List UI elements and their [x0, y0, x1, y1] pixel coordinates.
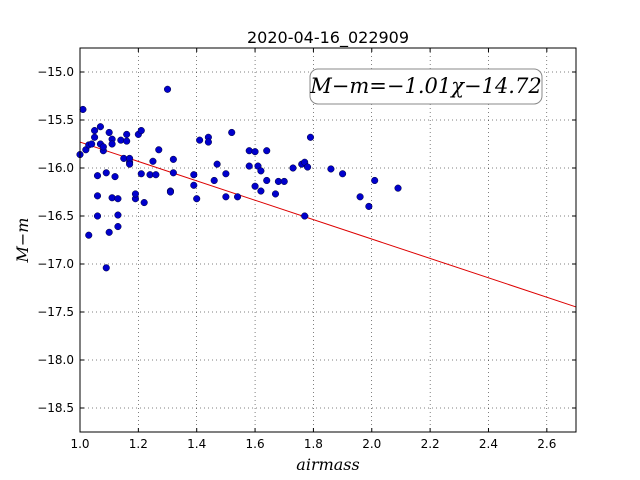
data-point — [123, 137, 131, 145]
data-point — [102, 264, 110, 272]
data-point — [356, 193, 364, 201]
data-point — [131, 190, 139, 198]
data-point — [245, 162, 253, 170]
data-point — [210, 176, 218, 185]
data-point — [149, 157, 157, 165]
data-point — [79, 105, 87, 113]
data-point — [99, 143, 107, 151]
data-point — [190, 171, 198, 179]
data-point — [140, 199, 148, 207]
data-point — [257, 187, 265, 195]
x-tick-label: 2.4 — [479, 437, 498, 451]
data-point — [228, 128, 236, 137]
data-point — [222, 193, 230, 201]
data-point — [137, 170, 145, 178]
data-point — [280, 177, 288, 185]
y-tick-label: −18.0 — [37, 353, 74, 367]
x-tick-label: 1.6 — [246, 437, 265, 451]
data-point — [105, 228, 113, 236]
annotation-box — [309, 68, 543, 105]
data-point — [108, 140, 116, 148]
data-point — [114, 211, 122, 219]
y-tick-label: −16.5 — [37, 209, 74, 223]
data-point — [263, 176, 271, 185]
data-point — [190, 181, 198, 189]
data-point — [91, 133, 99, 141]
axis-ticks — [79, 48, 576, 432]
data-point — [289, 164, 297, 172]
data-point — [166, 188, 174, 196]
data-point — [155, 146, 163, 154]
data-points — [76, 85, 402, 272]
data-point — [222, 170, 230, 178]
x-tick-label: 1.2 — [129, 437, 148, 451]
plot-area — [80, 48, 576, 432]
y-tick-labels: −15.0 −15.5 −16.0 −16.5 −17.0 −17.5 −18.0 −18.5 — [37, 65, 74, 415]
data-point — [91, 127, 99, 135]
data-point — [137, 127, 145, 135]
data-point — [234, 193, 242, 201]
data-point — [204, 138, 212, 146]
x-tick-label: 2.2 — [421, 437, 440, 451]
data-point — [245, 147, 253, 155]
data-point — [88, 140, 96, 148]
plot-frame — [79, 47, 577, 433]
y-tick-label: −18.5 — [37, 401, 74, 415]
data-point — [257, 167, 265, 175]
data-point — [111, 173, 119, 181]
y-tick-label: −17.0 — [37, 257, 74, 271]
data-point — [114, 223, 122, 231]
data-point — [263, 147, 271, 155]
data-point — [102, 169, 110, 177]
data-point — [251, 182, 259, 190]
data-point — [365, 202, 373, 210]
data-point — [126, 160, 134, 168]
x-tick-label: 2.6 — [537, 437, 556, 451]
data-point — [85, 231, 93, 239]
x-tick-labels: 1.0 1.2 1.4 1.6 1.8 2.0 2.2 2.4 2.6 — [70, 437, 556, 451]
data-point — [169, 155, 177, 163]
data-point — [108, 194, 116, 202]
data-point — [213, 160, 221, 168]
y-tick-label: −15.5 — [37, 113, 74, 127]
data-point — [117, 136, 125, 144]
annotation-text: M−m=−1.01χ−14.72 — [309, 74, 541, 98]
data-point — [371, 176, 379, 185]
fit-line — [79, 141, 577, 308]
chart-title: 2020-04-16_022909 — [247, 28, 409, 48]
data-point — [251, 148, 259, 156]
x-tick-label: 1.4 — [187, 437, 206, 451]
data-point — [105, 128, 113, 137]
y-tick-label: −17.5 — [37, 305, 74, 319]
data-point — [306, 133, 315, 141]
data-point — [193, 195, 201, 203]
data-point — [93, 192, 102, 200]
data-point — [301, 212, 309, 220]
data-point — [96, 123, 104, 131]
y-axis-label: M−m — [13, 218, 32, 264]
y-tick-label: −16.0 — [37, 161, 74, 175]
data-point — [93, 212, 102, 220]
data-point — [93, 172, 102, 180]
data-point — [271, 190, 280, 198]
fit-annotation: M−m=−1.01χ−14.72 — [309, 68, 543, 105]
data-point — [114, 195, 122, 203]
y-tick-label: −15.0 — [37, 65, 74, 79]
x-axis-label: airmass — [296, 455, 359, 474]
data-point — [339, 170, 347, 178]
data-point — [304, 163, 312, 171]
data-point — [152, 171, 160, 179]
x-tick-label: 1.0 — [70, 437, 89, 451]
x-tick-label: 1.8 — [304, 437, 323, 451]
x-tick-label: 2.0 — [362, 437, 381, 451]
data-point — [169, 169, 177, 177]
data-point — [163, 85, 172, 93]
data-point — [394, 184, 402, 192]
data-point — [123, 130, 131, 138]
data-point — [196, 136, 204, 144]
data-point — [327, 165, 335, 173]
